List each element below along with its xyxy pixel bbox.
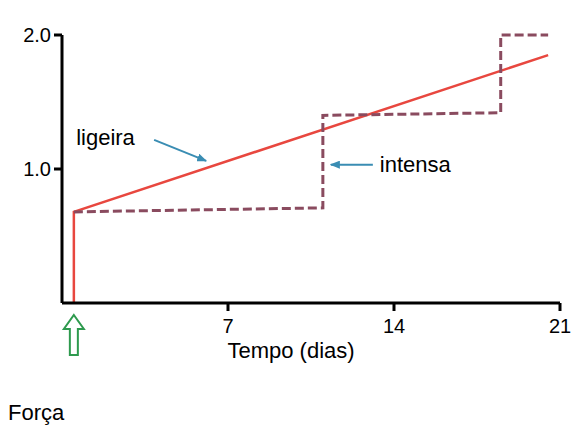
chart-svg: 1.0 2.0 7 14 21 Tempo (dias) ligeira intensa For… (0, 0, 578, 436)
series-label: ligeira (76, 125, 135, 150)
y-tick-label: 1.0 (23, 158, 51, 180)
y-tick (54, 34, 62, 37)
label-arrow (154, 140, 206, 161)
annotation: Força (8, 400, 65, 425)
label-arrow (331, 164, 373, 166)
x-tick-label: 21 (549, 315, 571, 337)
x-tick (393, 303, 396, 311)
x-tick-label: 7 (222, 315, 233, 337)
series-line (74, 55, 548, 303)
page: {"chart_data": {"type": "line", "xlabel"… (0, 0, 578, 436)
chart-container: 1.0 2.0 7 14 21 Tempo (dias) ligeira intensa For… (0, 0, 578, 436)
x-axis (62, 302, 560, 305)
x-tick (559, 303, 562, 311)
series-line (74, 35, 548, 212)
force-arrow (64, 315, 84, 355)
series-label: intensa (380, 152, 452, 177)
x-tick-label: 14 (383, 315, 405, 337)
y-tick-label: 2.0 (23, 24, 51, 46)
x-axis-title: Tempo (dias) (227, 338, 354, 363)
y-tick (54, 168, 62, 171)
x-tick (227, 303, 230, 311)
series-group (74, 35, 548, 303)
